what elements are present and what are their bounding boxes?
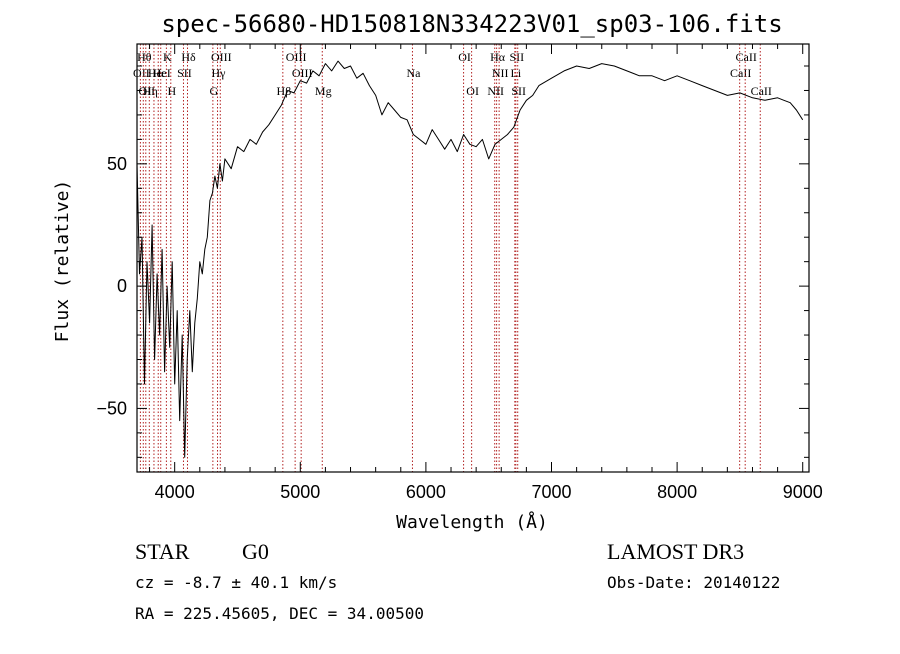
- x-axis-label: Wavelength (Å): [396, 511, 548, 533]
- spectral-line-label: SII: [509, 50, 524, 64]
- spectral-line-label: NII: [487, 84, 504, 98]
- spectral-line-label: OI: [458, 50, 471, 64]
- spectral-line-label: Hδ: [181, 50, 196, 64]
- spectral-line-label: OII: [138, 84, 155, 98]
- x-tick-label: 5000: [280, 482, 320, 502]
- spectral-line-label: CaII: [751, 84, 772, 98]
- y-axis-label: Flux (relative): [52, 180, 73, 343]
- spectral-line-label: Mg: [315, 84, 332, 98]
- spectral-subclass: G0: [242, 539, 269, 564]
- spectral-line-label: SII: [177, 66, 192, 80]
- spectral-line-label: OI: [466, 84, 479, 98]
- spectral-line-label: OIII: [292, 66, 313, 80]
- y-tick-label: 0: [117, 276, 127, 296]
- spectral-line-label: OIII: [286, 50, 307, 64]
- spectral-line-label: H: [167, 84, 176, 98]
- x-axis: 4000 5000 6000 7000 8000 9000: [149, 44, 823, 502]
- spectral-line-label: Hε: [152, 66, 166, 80]
- series-layer: [136, 60, 804, 458]
- spectral-line-label: Hθ: [137, 50, 152, 64]
- spectral-line-label: Hα: [490, 50, 506, 64]
- spectral-line-label: Hη: [143, 84, 158, 98]
- spectral-line-label: Na: [406, 66, 421, 80]
- spectral-line-label: Hβ: [276, 84, 291, 98]
- x-tick-label: 7000: [531, 482, 571, 502]
- spectral-lines-layer: OIIHθOIIHηHeHεHeIKHSIIHδGHγOIIIHβOIIIOII…: [133, 44, 772, 472]
- spectrum-series-line: [136, 60, 804, 458]
- y-axis: −50 0 50: [96, 65, 809, 458]
- x-tick-label: 6000: [406, 482, 446, 502]
- spectral-line-label: K: [163, 50, 172, 64]
- spectral-line-label: G: [210, 84, 219, 98]
- spectral-line-label: NII: [492, 66, 509, 80]
- spectral-line-label: OIII: [211, 50, 232, 64]
- plot-frame: [136, 43, 810, 473]
- coordinates: RA = 225.45605, DEC = 34.00500: [135, 604, 424, 623]
- spectral-line-label: CaII: [730, 66, 751, 80]
- object-type: STAR: [135, 539, 190, 564]
- spectral-line-label: HeI: [153, 66, 171, 80]
- x-tick-label: 4000: [155, 482, 195, 502]
- survey-name: LAMOST DR3: [607, 539, 744, 564]
- x-tick-label: 9000: [783, 482, 823, 502]
- redshift-text: cz = -8.7 ± 40.1 km/s: [135, 573, 337, 592]
- y-tick-label: 50: [107, 154, 127, 174]
- spectral-line-label: SII: [511, 84, 526, 98]
- spectral-line-label: Hγ: [212, 66, 227, 80]
- y-tick-label: −50: [96, 398, 127, 418]
- chart-title: spec-56680-HD150818N334223V01_sp03-106.f…: [161, 10, 782, 38]
- obs-date: Obs-Date: 20140122: [607, 573, 780, 592]
- spectral-line-label: CaII: [736, 50, 757, 64]
- x-tick-label: 8000: [657, 482, 697, 502]
